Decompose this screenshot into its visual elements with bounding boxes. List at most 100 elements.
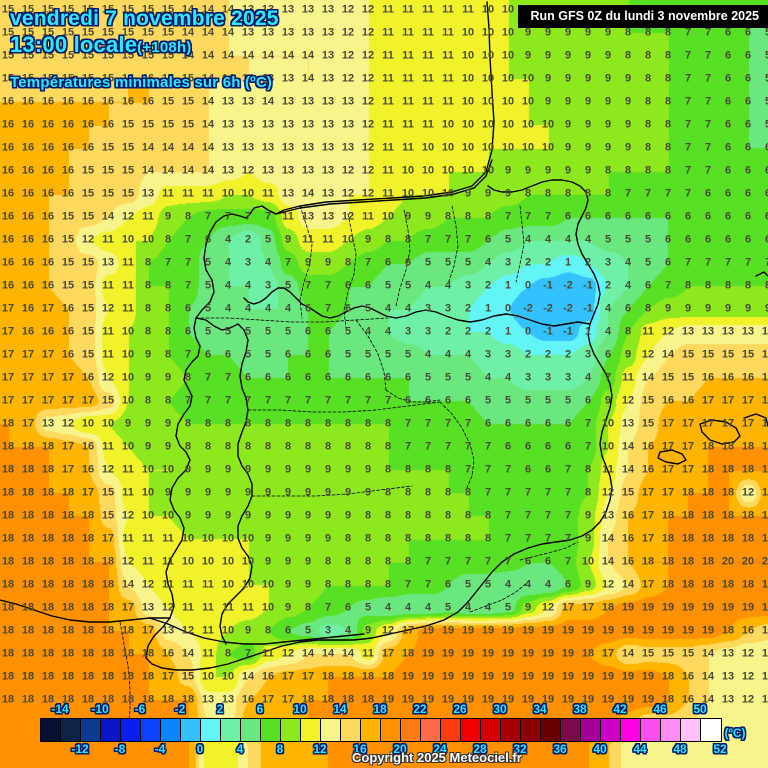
grid-temperature-value: 13 <box>321 49 335 62</box>
grid-temperature-value: 1 <box>484 302 492 315</box>
grid-temperature-value: 10 <box>121 233 135 246</box>
grid-temperature-value: 10 <box>121 325 135 338</box>
grid-temperature-value: 15 <box>161 95 175 108</box>
grid-temperature-value: 10 <box>421 187 435 200</box>
grid-temperature-value: 16 <box>681 394 695 407</box>
grid-temperature-value: 7 <box>504 532 512 545</box>
grid-temperature-value: 8 <box>244 417 252 430</box>
grid-temperature-value: 12 <box>121 555 135 568</box>
grid-temperature-value: 10 <box>121 394 135 407</box>
grid-temperature-value: 6 <box>524 555 532 568</box>
grid-temperature-value: 15 <box>61 3 75 16</box>
grid-temperature-value: 11 <box>222 601 234 614</box>
grid-temperature-value: 7 <box>304 394 312 407</box>
grid-temperature-value: 5 <box>624 233 632 246</box>
scale-tick: 36 <box>553 742 567 756</box>
scale-tick: 6 <box>256 702 264 716</box>
grid-temperature-value: 9 <box>304 463 312 476</box>
grid-temperature-value: 18 <box>81 601 95 614</box>
grid-temperature-value: 19 <box>641 624 655 637</box>
grid-temperature-value: 15 <box>81 49 95 62</box>
grid-temperature-value: 20 <box>761 555 768 568</box>
grid-temperature-value: 11 <box>402 26 414 39</box>
grid-temperature-value: 3 <box>424 302 432 315</box>
grid-temperature-value: 13 <box>701 325 715 338</box>
grid-temperature-value: 16 <box>621 509 635 522</box>
grid-temperature-value: 12 <box>601 578 615 591</box>
grid-temperature-value: 13 <box>281 141 295 154</box>
grid-temperature-value: 15 <box>21 72 35 85</box>
grid-temperature-value: 6 <box>765 234 768 246</box>
grid-temperature-value: 10 <box>441 141 455 154</box>
grid-temperature-value: 10 <box>501 118 515 131</box>
grid-temperature-value: 6 <box>704 187 712 200</box>
grid-temperature-value: 19 <box>421 624 435 637</box>
grid-temperature-value: 13 <box>721 670 735 683</box>
grid-temperature-value: 6 <box>324 325 332 338</box>
grid-temperature-value: 16 <box>161 647 175 660</box>
grid-temperature-value: 12 <box>161 601 175 614</box>
grid-temperature-value: 11 <box>442 95 454 108</box>
grid-temperature-value: 9 <box>284 532 292 545</box>
grid-temperature-value: 15 <box>101 26 115 39</box>
grid-temperature-value: 8 <box>584 463 592 476</box>
grid-temperature-value: 12 <box>341 49 355 62</box>
grid-temperature-value: 13 <box>601 509 615 522</box>
grid-temperature-value: 10 <box>181 532 195 545</box>
grid-temperature-value: 7 <box>584 440 592 453</box>
scale-tick: 46 <box>653 702 667 716</box>
grid-temperature-value: 18 <box>101 601 115 614</box>
grid-temperature-value: -2 <box>523 302 533 315</box>
scale-tick: 50 <box>693 702 707 716</box>
grid-temperature-value: 18 <box>721 440 735 453</box>
grid-temperature-value: 19 <box>721 601 735 614</box>
grid-temperature-value: 16 <box>1 118 15 131</box>
grid-temperature-value: 11 <box>142 555 154 568</box>
grid-temperature-value: 10 <box>201 670 215 683</box>
grid-temperature-value: 18 <box>81 555 95 568</box>
grid-temperature-value: 13 <box>141 187 155 200</box>
grid-temperature-value: 6 <box>744 49 752 62</box>
grid-temperature-value: 13 <box>141 601 155 614</box>
grid-temperature-value: 8 <box>384 417 392 430</box>
grid-temperature-value: 11 <box>302 233 314 246</box>
grid-temperature-value: 8 <box>364 417 372 430</box>
grid-temperature-value: 17 <box>21 417 35 430</box>
grid-temperature-value: 19 <box>601 670 615 683</box>
grid-temperature-value: 7 <box>264 394 272 407</box>
grid-temperature-value: 10 <box>521 118 535 131</box>
grid-temperature-value: 7 <box>204 371 212 384</box>
grid-temperature-value: 9 <box>204 509 212 522</box>
grid-temperature-value: 8 <box>164 325 172 338</box>
grid-temperature-value: 4 <box>344 624 352 637</box>
grid-temperature-value: 4 <box>264 256 272 269</box>
grid-temperature-value: 7 <box>184 256 192 269</box>
grid-temperature-value: 6 <box>744 210 752 223</box>
grid-temperature-value: 16 <box>41 210 55 223</box>
grid-temperature-value: 8 <box>664 72 672 85</box>
grid-temperature-value: 6 <box>344 302 352 315</box>
grid-temperature-value: 14 <box>181 141 195 154</box>
grid-temperature-value: 12 <box>141 578 155 591</box>
grid-temperature-value: 9 <box>204 463 212 476</box>
grid-temperature-value: 6 <box>344 279 352 292</box>
grid-temperature-value: 11 <box>382 141 394 154</box>
grid-temperature-value: 7 <box>364 394 372 407</box>
grid-temperature-value: 19 <box>661 601 675 614</box>
grid-temperature-value: 16 <box>741 624 755 637</box>
scale-tick: -14 <box>51 702 69 716</box>
grid-temperature-value: 11 <box>442 49 454 62</box>
grid-temperature-value: 18 <box>1 693 15 706</box>
grid-temperature-value: 11 <box>202 647 214 660</box>
grid-temperature-value: 11 <box>122 302 134 315</box>
grid-temperature-value: 5 <box>765 73 768 85</box>
grid-temperature-value: 10 <box>461 118 475 131</box>
grid-temperature-value: 7 <box>184 279 192 292</box>
grid-temperature-value: 6 <box>384 371 392 384</box>
grid-temperature-value: 10 <box>261 601 275 614</box>
grid-temperature-value: 18 <box>41 486 55 499</box>
grid-temperature-value: 12 <box>361 72 375 85</box>
scale-tick: -10 <box>91 702 109 716</box>
grid-temperature-value: 6 <box>744 187 752 200</box>
